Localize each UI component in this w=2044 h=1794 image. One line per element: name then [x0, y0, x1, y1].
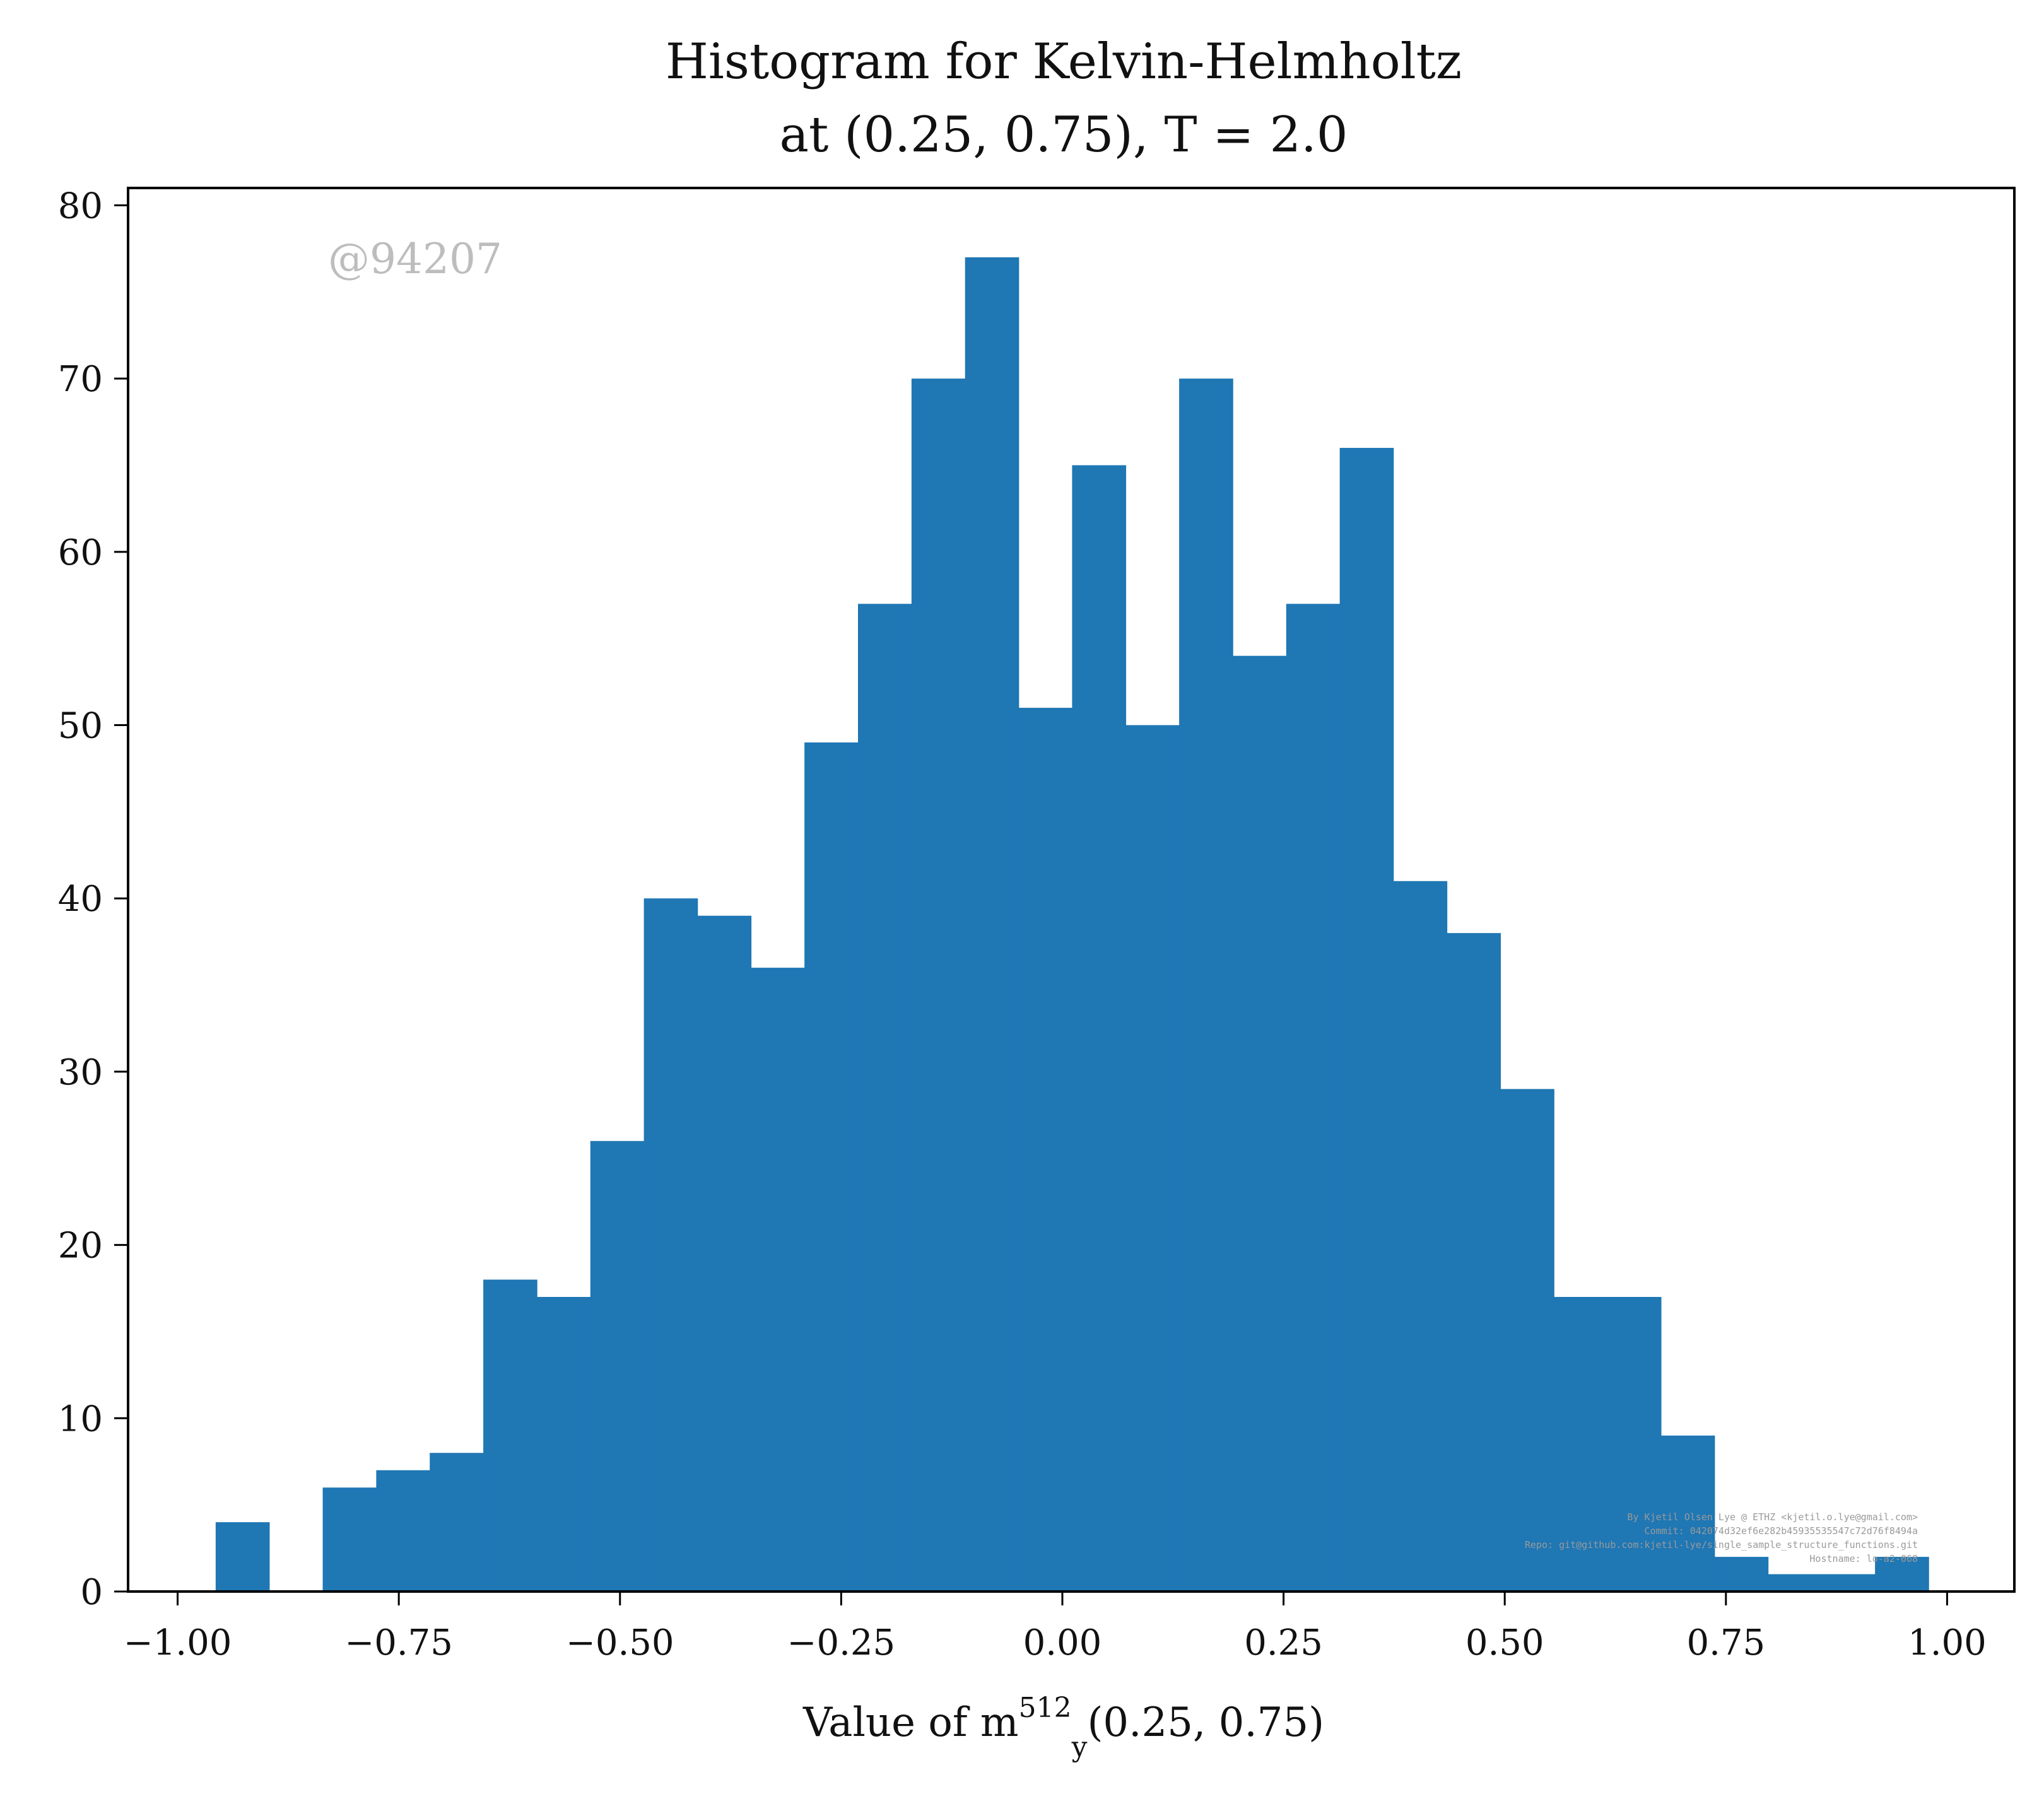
histogram-bar [1821, 1574, 1876, 1592]
x-tick-label: −1.00 [124, 1622, 232, 1663]
x-tick-label: 0.75 [1686, 1622, 1765, 1663]
x-axis-label: Value of m512 y(0.25, 0.75) [802, 1692, 1324, 1763]
x-axis-label-subscript: y [1071, 1731, 1088, 1763]
histogram-bar [1768, 1574, 1823, 1592]
histogram-bar [1447, 933, 1501, 1592]
histogram-bar [1018, 708, 1073, 1592]
chart-title-line1: Histogram for Kelvin-Helmholtz [666, 33, 1462, 90]
histogram-bar [376, 1470, 431, 1592]
histogram-bar [1714, 1557, 1769, 1592]
x-tick-label: −0.75 [344, 1622, 453, 1663]
histogram-bar [1393, 881, 1448, 1592]
histogram-bar [483, 1279, 537, 1592]
chart-title-line2: at (0.25, 0.75), T = 2.0 [779, 107, 1348, 163]
histogram-bar [1339, 448, 1394, 1592]
histogram-bar [536, 1297, 591, 1592]
y-tick-label: 20 [58, 1226, 103, 1267]
histogram-bar [1875, 1557, 1929, 1592]
y-tick-label: 30 [58, 1052, 103, 1093]
histogram-bar [911, 378, 966, 1592]
histogram-bar [1286, 604, 1341, 1592]
y-tick-label: 60 [58, 532, 103, 573]
histogram-bar [965, 257, 1019, 1592]
y-tick-label: 0 [80, 1572, 103, 1613]
y-tick-label: 40 [58, 879, 103, 920]
histogram-bar [1072, 465, 1127, 1592]
x-tick-label: 0.25 [1244, 1622, 1323, 1663]
y-tick-label: 10 [58, 1398, 103, 1439]
histogram-bar [643, 898, 698, 1592]
histogram-bar [1125, 725, 1180, 1592]
histogram-bar [1554, 1297, 1608, 1592]
credit-block: By Kjetil Olsen Lye @ ETHZ <kjetil.o.lye… [1525, 1511, 1918, 1564]
y-tick-label: 70 [58, 359, 103, 400]
x-tick-label: 0.50 [1465, 1622, 1544, 1663]
credit-line: Commit: 042074d32ef6e282b45935535547c72d… [1645, 1525, 1918, 1537]
histogram-bar [1660, 1435, 1715, 1592]
histogram-bar [804, 742, 859, 1592]
y-tick-label: 50 [58, 706, 103, 747]
histogram-bar [1232, 655, 1287, 1592]
x-tick-label: 1.00 [1908, 1622, 1987, 1663]
histogram-bar [322, 1487, 377, 1592]
histogram-bar [1179, 378, 1233, 1592]
histogram-bar [751, 968, 805, 1592]
x-axis-label-suffix: (0.25, 0.75) [1087, 1699, 1324, 1746]
credit-line: Repo: git@github.com:kjetil-lye/single_s… [1525, 1539, 1918, 1551]
x-tick-label: 0.00 [1023, 1622, 1102, 1663]
x-axis-label-prefix: Value of m [802, 1699, 1019, 1746]
histogram-bar [858, 604, 912, 1592]
credit-line: Hostname: lo-a2-068 [1809, 1553, 1918, 1564]
y-tick-label: 80 [58, 185, 103, 226]
histogram-bars [215, 257, 1929, 1592]
histogram-bar [430, 1453, 484, 1592]
histogram-bar [215, 1522, 270, 1592]
histogram-bar [590, 1140, 645, 1592]
x-tick-label: −0.25 [787, 1622, 896, 1663]
x-axis-label-superscript: 512 [1019, 1692, 1072, 1724]
watermark-text: @94207 [328, 235, 502, 283]
histogram-bar [1500, 1089, 1554, 1592]
x-axis-ticks: −1.00 −0.75 −0.50 −0.25 0.00 0.25 0.50 0.75 1.00 [124, 1592, 1987, 1663]
plot-frame [127, 187, 2016, 1593]
y-axis-ticks: 0 10 20 30 40 50 60 70 80 [58, 185, 128, 1613]
histogram-bar [697, 915, 752, 1592]
x-tick-label: −0.50 [566, 1622, 674, 1663]
histogram-bar [1607, 1297, 1662, 1592]
credit-line: By Kjetil Olsen Lye @ ETHZ <kjetil.o.lye… [1627, 1511, 1918, 1523]
